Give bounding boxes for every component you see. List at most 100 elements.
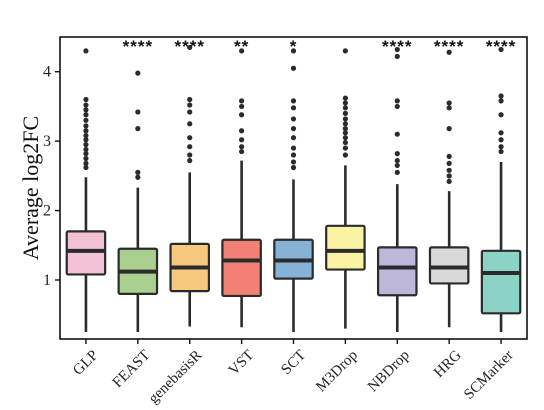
box xyxy=(480,249,522,315)
outlier-point xyxy=(394,46,400,53)
box xyxy=(325,224,366,271)
outlier-point xyxy=(394,169,400,175)
box-group-genebasisR xyxy=(169,44,211,327)
box-group-VST xyxy=(221,48,262,328)
outlier-point xyxy=(83,128,89,134)
outlier-point xyxy=(187,144,193,150)
outlier-point xyxy=(342,152,348,158)
outlier-point xyxy=(498,46,504,53)
outlier-point xyxy=(290,126,297,132)
box-group-M3Drop xyxy=(325,48,366,329)
outlier-point xyxy=(83,164,89,171)
outlier-point xyxy=(239,144,245,150)
box xyxy=(376,246,418,297)
significance-layer: **** **** ** * **** **** **** xyxy=(123,37,516,56)
outlier-point xyxy=(83,102,89,108)
x-tick-label: GLP xyxy=(70,347,101,378)
y-axis-ticks: 1 2 3 4 xyxy=(43,64,60,289)
outlier-point xyxy=(187,102,193,108)
outlier-point xyxy=(498,137,504,143)
boxes-layer xyxy=(65,44,522,333)
outlier-point xyxy=(290,145,297,151)
outlier-point xyxy=(342,130,348,136)
outlier-point xyxy=(83,117,89,123)
outlier-point xyxy=(342,48,348,54)
outlier-point xyxy=(290,159,297,165)
outlier-point xyxy=(239,148,245,155)
outlier-point xyxy=(83,123,89,129)
outlier-point xyxy=(342,100,348,106)
outlier-point xyxy=(394,98,400,104)
outlier-point xyxy=(498,98,504,104)
outlier-point xyxy=(342,116,348,122)
outlier-point xyxy=(446,105,452,111)
outlier-point xyxy=(239,98,245,104)
outlier-point xyxy=(239,103,245,110)
box xyxy=(428,246,470,285)
outlier-point xyxy=(135,70,141,76)
outlier-point xyxy=(135,126,141,132)
x-tick-label: VST xyxy=(226,347,257,378)
outlier-point xyxy=(239,112,245,118)
outlier-point xyxy=(498,130,504,136)
outlier-point xyxy=(83,155,89,162)
outlier-point xyxy=(394,103,400,110)
x-tick-label: genebasisR xyxy=(146,347,206,407)
outlier-point xyxy=(290,152,297,158)
outlier-point xyxy=(498,144,504,150)
outlier-point xyxy=(187,152,193,158)
outlier-point xyxy=(290,105,297,111)
outlier-point xyxy=(187,96,193,103)
outlier-point xyxy=(498,112,504,118)
outlier-point xyxy=(239,128,245,134)
box-group-SCT xyxy=(273,48,314,333)
y-tick-label: 1 xyxy=(43,272,51,289)
outlier-point xyxy=(342,139,348,146)
significance-marker: **** xyxy=(174,37,204,56)
outlier-point xyxy=(83,132,89,139)
outlier-point xyxy=(342,121,348,127)
outlier-point xyxy=(446,153,452,160)
x-tick-label: FEAST xyxy=(110,347,154,391)
significance-marker: **** xyxy=(434,37,464,56)
box xyxy=(221,238,262,298)
box-group-FEAST xyxy=(117,70,159,333)
outlier-point xyxy=(187,109,193,115)
outlier-point xyxy=(498,148,504,155)
y-tick-label: 2 xyxy=(43,203,51,220)
y-tick-label: 3 xyxy=(43,133,51,150)
outlier-point xyxy=(290,135,297,141)
outlier-point xyxy=(394,162,400,169)
outlier-point xyxy=(446,100,452,106)
outlier-point xyxy=(239,48,245,54)
significance-marker: **** xyxy=(486,37,516,56)
x-tick-label: HRG xyxy=(431,347,465,381)
box-group-SCMarker xyxy=(480,46,522,333)
outlier-point xyxy=(394,53,400,60)
box xyxy=(65,230,107,276)
significance-marker: ** xyxy=(234,37,249,56)
outlier-point xyxy=(498,93,504,99)
outlier-point xyxy=(446,173,452,179)
outlier-point xyxy=(342,135,348,141)
significance-marker: * xyxy=(290,37,298,56)
outlier-point xyxy=(342,105,348,111)
outlier-point xyxy=(83,112,89,118)
outlier-point xyxy=(446,160,452,166)
outlier-point xyxy=(290,65,297,71)
outlier-point xyxy=(394,131,400,137)
outlier-point xyxy=(342,110,348,116)
outlier-point xyxy=(135,174,141,180)
outlier-point xyxy=(290,48,297,54)
outlier-point xyxy=(446,178,452,185)
outlier-point xyxy=(290,116,297,122)
outlier-point xyxy=(239,137,245,143)
x-tick-label: SCMarker xyxy=(461,347,517,403)
significance-marker: **** xyxy=(382,37,412,56)
outlier-point xyxy=(290,98,297,104)
outlier-point xyxy=(187,157,193,164)
outlier-point xyxy=(187,135,193,141)
outlier-point xyxy=(187,121,193,127)
